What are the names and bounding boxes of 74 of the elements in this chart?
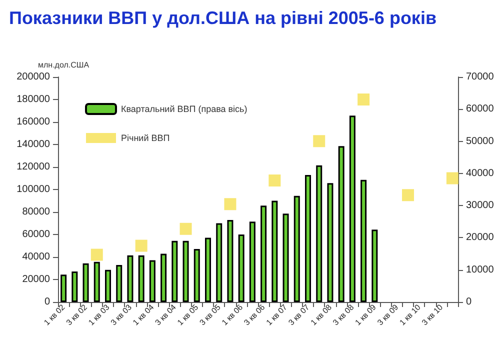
y2-tick-label: 30000 (466, 200, 494, 212)
bar (282, 214, 289, 302)
y2-tick-label: 60000 (466, 104, 494, 115)
bar (227, 220, 234, 302)
x-tick-label: 1 кв 07 (264, 302, 290, 328)
point (180, 222, 192, 235)
y2-tick-label: 20000 (466, 232, 494, 244)
bar (205, 238, 211, 302)
x-tick-label: 1 кв 08 (309, 302, 334, 328)
bar (60, 274, 67, 302)
point (313, 135, 326, 148)
chart-title: Показники ВВП у дол.США на рівні 2005-6 років (9, 8, 437, 28)
bar (249, 222, 256, 302)
bar (272, 200, 278, 302)
x-tick-label: 3 кв 05 (198, 302, 223, 328)
point (135, 240, 148, 252)
bar (149, 260, 156, 302)
bar (372, 230, 378, 302)
bar (72, 271, 78, 302)
x-tick-label: 3 кв 07 (286, 302, 312, 328)
bar (327, 183, 334, 302)
bar (138, 255, 144, 302)
bar (105, 270, 111, 302)
bar (294, 196, 300, 302)
x-tick-label: 1 кв 06 (220, 302, 245, 328)
point (224, 198, 236, 210)
bar (160, 254, 167, 302)
x-tick-label: 3 кв 09 (376, 302, 400, 328)
x-tick-label: 1 кв 03 (86, 302, 112, 328)
y-tick-label: 120000 (16, 162, 50, 172)
bar (316, 165, 322, 302)
bar (116, 265, 122, 302)
bar (94, 262, 100, 302)
x-tick-label: 3 кв 02 (64, 302, 90, 328)
bar (216, 223, 222, 302)
y-tick-label: 20000 (22, 274, 50, 285)
x-tick-label: 1 кв 10 (398, 302, 423, 328)
bar (305, 175, 311, 302)
y2-tick-label: 50000 (466, 136, 494, 147)
bar (260, 206, 267, 302)
y-tick-label: 100000 (16, 184, 50, 195)
y2-tick-label: 70000 (466, 72, 494, 82)
y-tick-label: 160000 (16, 116, 50, 128)
bar (82, 263, 89, 302)
y2-tick-label: 0 (466, 296, 472, 308)
x-tick-label: 3 кв 10 (420, 302, 445, 328)
y2-tick-label: 10000 (466, 264, 494, 276)
bar (360, 180, 367, 302)
bar (127, 255, 134, 302)
x-tick-label: 1 кв 05 (176, 302, 200, 328)
y-tick-label: 180000 (16, 94, 50, 105)
point (446, 172, 458, 184)
bar (182, 240, 189, 302)
y-tick-label: 80000 (22, 206, 50, 218)
point (90, 248, 103, 261)
point (358, 94, 370, 106)
bar (349, 116, 356, 302)
bar (194, 248, 200, 302)
bar (238, 234, 244, 302)
y2-tick-label: 40000 (466, 168, 494, 179)
x-tick-label: 3 кв 06 (242, 302, 268, 328)
point (402, 189, 414, 202)
y-tick-label: 200000 (16, 72, 50, 82)
x-tick-label: 3 кв 03 (109, 302, 134, 328)
legend-label: Квартальний ВВП (права вісь) (121, 104, 248, 114)
legend-label: Річний ВВП (121, 133, 170, 143)
bar (172, 240, 178, 302)
y-tick-label: 40000 (22, 252, 50, 262)
y-tick-label: 60000 (22, 229, 50, 240)
y-axis-title: млн.дол.США (38, 60, 90, 70)
point (268, 174, 281, 186)
y-tick-label: 140000 (16, 139, 50, 150)
y-tick-label: 0 (44, 296, 50, 308)
bar (338, 146, 344, 302)
